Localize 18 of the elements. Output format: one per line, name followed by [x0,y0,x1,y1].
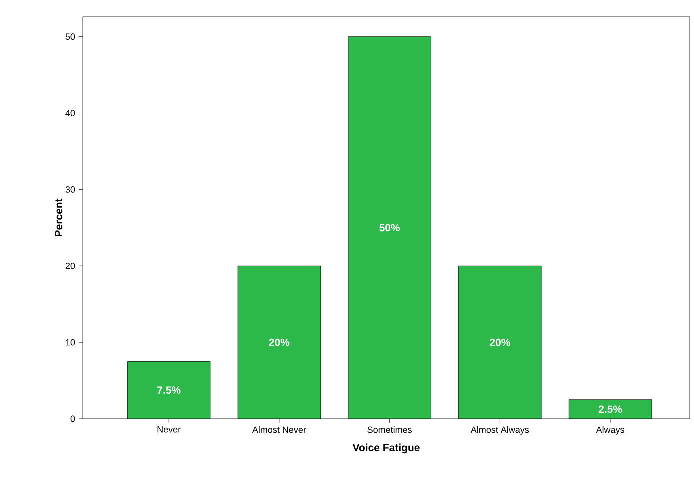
data-label: 20% [490,338,510,346]
data-label: 20% [269,338,290,346]
data-label: 7.5% [158,386,181,394]
y-tick-label: 40 [66,110,76,116]
data-label: 2.5% [598,406,622,414]
x-tick-label: Never [158,426,181,433]
y-tick-label: 30 [66,186,76,193]
y-tick-label: 50 [66,34,76,40]
x-tick-label: Sometimes [368,426,412,434]
y-tick-label: 10 [66,339,76,346]
y-tick-label: 0 [70,416,76,422]
x-tick-label: Almost Never [252,426,306,434]
y-axis-title: Percent [55,198,63,237]
data-label: 50% [380,224,400,232]
x-tick-label: Almost Always [470,426,530,435]
x-tick-label: Always [596,426,624,435]
x-axis-title: Voice Fatigue [352,444,420,454]
y-tick-label: 20 [66,262,76,270]
